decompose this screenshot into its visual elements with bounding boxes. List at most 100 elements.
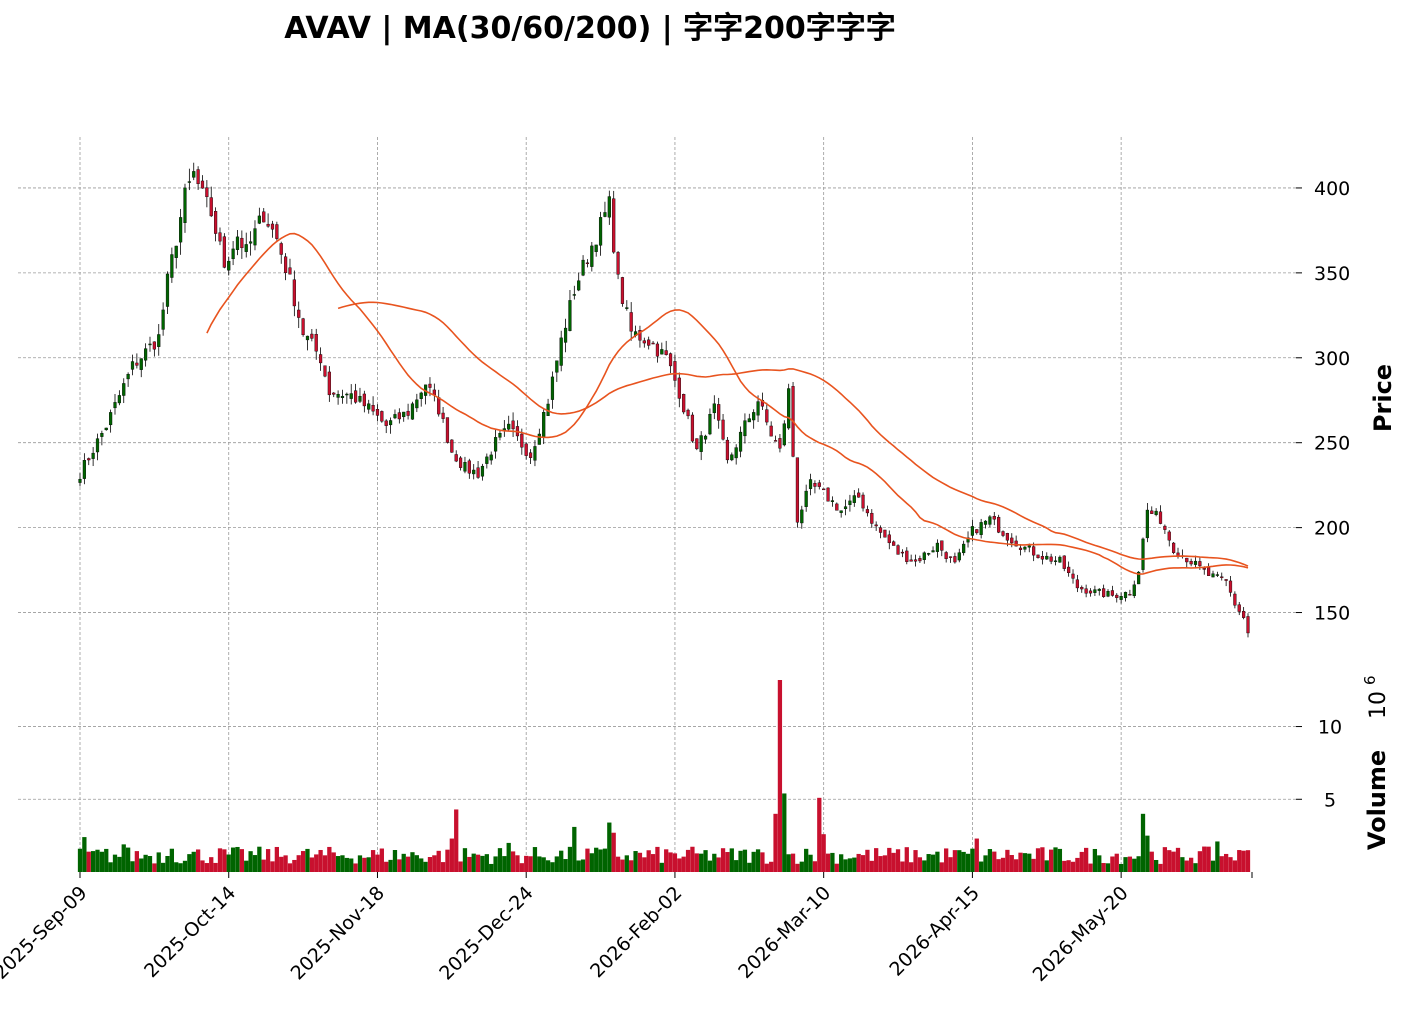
- candle: [883, 529, 887, 538]
- candle: [752, 412, 756, 421]
- candle: [135, 362, 139, 366]
- volume-bar: [808, 854, 813, 872]
- volume-bar: [585, 848, 590, 872]
- volume-bar: [970, 848, 975, 872]
- candle: [874, 524, 878, 527]
- volume-bar: [712, 853, 717, 872]
- candle: [441, 412, 445, 419]
- candle: [310, 333, 314, 339]
- candle: [878, 527, 883, 533]
- volume-bar: [475, 854, 481, 872]
- volume-bar: [559, 850, 564, 872]
- volume-bar: [646, 850, 651, 872]
- volume-bar: [602, 848, 608, 872]
- candle: [1246, 616, 1250, 634]
- price-panel: [78, 162, 1250, 638]
- candle: [1018, 547, 1023, 550]
- volume-bar: [1127, 856, 1133, 872]
- candle: [957, 552, 961, 561]
- volume-bar: [515, 855, 520, 872]
- candle: [533, 446, 537, 461]
- candle: [559, 337, 563, 366]
- candle: [489, 454, 493, 461]
- volume-bar: [926, 854, 931, 872]
- candle: [647, 339, 651, 346]
- volume-bar: [248, 851, 253, 872]
- volume-bar: [1188, 857, 1194, 872]
- volume-bar: [720, 848, 726, 872]
- volume-bar: [134, 851, 140, 872]
- candle: [743, 420, 747, 437]
- candle: [922, 552, 926, 560]
- candle: [555, 360, 559, 373]
- volume-bar: [777, 680, 783, 872]
- volume-bar: [217, 848, 223, 872]
- candle: [997, 516, 1001, 533]
- candle: [354, 390, 358, 403]
- volume-bar: [699, 853, 704, 872]
- volume-bar: [922, 860, 927, 872]
- volume-bar: [782, 793, 787, 872]
- candle: [336, 393, 340, 398]
- candle: [1172, 542, 1176, 553]
- volume-bar: [1035, 848, 1041, 872]
- candle: [104, 427, 108, 431]
- volume-bar: [1232, 860, 1238, 872]
- candle: [288, 267, 292, 275]
- candle: [585, 262, 590, 265]
- candle: [406, 410, 410, 416]
- volume-bar: [335, 856, 341, 872]
- price-tick-label: 250: [1314, 433, 1350, 455]
- candle: [537, 433, 541, 445]
- volume-bar: [681, 856, 686, 872]
- candle: [179, 217, 183, 243]
- volume-bar: [965, 853, 971, 872]
- volume-bar: [327, 846, 332, 872]
- moving-averages: [206, 232, 1249, 575]
- candle: [695, 438, 699, 450]
- candle: [183, 187, 187, 223]
- candle: [305, 335, 310, 341]
- candle: [1088, 590, 1093, 594]
- volume-bar: [309, 857, 314, 872]
- candle: [367, 403, 371, 410]
- candle: [1005, 533, 1009, 541]
- price-tick-label: 150: [1314, 603, 1350, 625]
- ma-60-line: [337, 301, 1249, 567]
- candle: [983, 520, 988, 525]
- volume-bar: [563, 859, 568, 872]
- volume-bar: [642, 857, 647, 872]
- volume-bar: [895, 849, 901, 872]
- candle: [773, 440, 778, 442]
- candle: [332, 392, 336, 395]
- volume-bar: [209, 857, 214, 872]
- volume-bar: [869, 860, 874, 872]
- candle: [1233, 593, 1237, 606]
- volume-bar: [882, 855, 888, 872]
- volume-bar: [467, 856, 472, 872]
- volume-bar: [961, 851, 966, 872]
- volume-bar: [1070, 861, 1076, 872]
- candle: [651, 342, 655, 345]
- volume-bar: [82, 837, 87, 872]
- candle: [1242, 610, 1246, 618]
- volume-bar: [935, 851, 940, 872]
- volume-bar: [524, 855, 529, 872]
- volume-bar: [1149, 851, 1154, 872]
- volume-bar: [322, 855, 328, 872]
- volume-bar: [987, 849, 993, 872]
- volume-bar: [1162, 847, 1168, 872]
- candle: [345, 393, 349, 396]
- volume-bar: [204, 863, 209, 872]
- candle: [165, 273, 170, 307]
- volume-exponent: 10 6: [1361, 675, 1391, 719]
- volume-bar: [1009, 855, 1014, 872]
- candle: [415, 399, 419, 409]
- candle: [870, 512, 874, 524]
- volume-bar: [287, 863, 293, 872]
- candle: [782, 423, 786, 446]
- volume-bar: [747, 862, 752, 872]
- candle: [730, 454, 734, 461]
- candle: [493, 437, 498, 452]
- candle: [865, 509, 870, 514]
